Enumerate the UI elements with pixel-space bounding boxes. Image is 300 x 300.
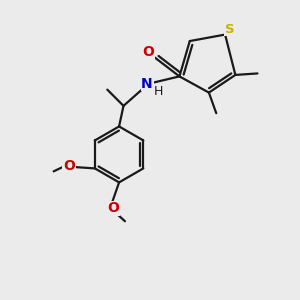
Text: O: O — [142, 45, 154, 59]
Text: N: N — [141, 77, 153, 91]
Text: H: H — [153, 85, 163, 98]
Text: S: S — [225, 23, 234, 36]
Text: O: O — [107, 201, 119, 215]
Text: O: O — [63, 159, 75, 173]
